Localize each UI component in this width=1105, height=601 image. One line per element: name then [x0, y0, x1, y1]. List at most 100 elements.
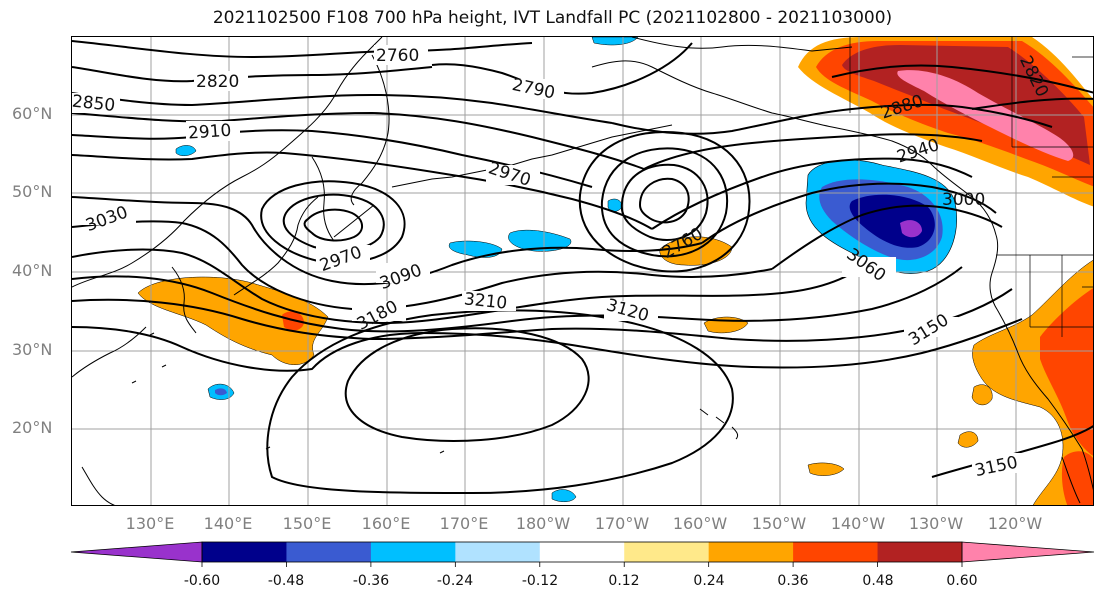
contour-2970-ring [260, 180, 406, 264]
contour-2880 [72, 111, 645, 170]
lon-label-160e: 160°E [361, 514, 411, 533]
colorbar-cell [286, 542, 372, 562]
colorbar-label-024: 0.24 [693, 573, 725, 589]
map-panel: 2760 2820 2790 2850 2910 2970 3030 2970 … [71, 36, 1094, 506]
coast-hawaii [699, 408, 739, 440]
coast-asia-east [72, 37, 383, 288]
shade-small-orange-west [971, 384, 993, 406]
lon-label-140e: 140°E [203, 514, 253, 533]
contour-low-ring-3 [600, 147, 729, 258]
contour-2910 [72, 129, 593, 188]
graticule [72, 37, 1093, 505]
coast-alaska [591, 60, 997, 236]
coast-alaska-north [631, 37, 853, 52]
lon-label-120w: 120°W [987, 514, 1043, 533]
contour-east-2880 [611, 103, 1053, 135]
contour-label-2940: 2940 [894, 135, 941, 167]
contour-label-2850: 2850 [72, 92, 116, 116]
colorbar-cell [624, 542, 710, 562]
contour-2850 [72, 92, 613, 124]
contour-3060 [72, 248, 873, 324]
coast-baja [1061, 456, 1081, 504]
shade-top-blue [591, 37, 639, 46]
lon-label-130w: 130°W [908, 514, 964, 533]
contour-2760 [72, 40, 533, 59]
contour-3150 [72, 318, 1023, 372]
shade-npac-blue-1 [448, 240, 503, 258]
border-canada-provinces [1011, 37, 1093, 178]
shade-small-blue-core [215, 388, 227, 396]
contour-label-3150-right: 3150 [905, 310, 952, 350]
coast-sakhalin [311, 156, 335, 242]
figure-title: 2021102500 F108 700 hPa height, IVT Land… [212, 8, 893, 28]
colorbar-cell [455, 542, 541, 562]
colorbar [70, 541, 1095, 567]
contour-label-group: 2760 2820 2790 2850 2910 2970 3030 2970 … [72, 45, 1052, 481]
shaded-fields [137, 37, 1093, 505]
coast-bc [989, 234, 1093, 491]
contour-2820-west [72, 66, 433, 83]
contour-alaska-2850 [971, 97, 1093, 110]
shade-small-orange-coast [957, 431, 979, 448]
contour-2940-ring [282, 193, 385, 252]
contour-label-2820: 2820 [196, 72, 239, 92]
contour-east-2910 [643, 133, 983, 170]
colorbar-label-036: 0.36 [777, 573, 809, 589]
colorbar-label-neg060: -0.60 [183, 573, 221, 589]
colorbar-ticks [201, 562, 963, 567]
colorbar-label-060: 0.60 [946, 573, 978, 589]
shade-small-orange-sw [807, 462, 845, 476]
colorbar-cell [370, 542, 456, 562]
contour-east-2940 [651, 157, 973, 230]
colorbar-right-arrow [961, 541, 1095, 563]
contour-low-2760 [638, 177, 690, 224]
contour-3120 [72, 288, 1013, 342]
colorbar-label-012: 0.12 [608, 573, 640, 589]
lon-label-150e: 150°E [282, 514, 332, 533]
colorbar-cells [202, 542, 963, 562]
shade-tiny-blue-nw [175, 145, 197, 156]
contour-3150-south [931, 425, 1093, 478]
lat-label-60n: 60°N [12, 104, 53, 123]
coast-korea [171, 266, 197, 334]
contour-3000 [72, 196, 703, 286]
lat-label-40n: 40°N [12, 261, 53, 280]
coast-japan [233, 196, 319, 296]
shade-small-blue-south [551, 489, 577, 502]
shade-uswc-red-south [1061, 451, 1093, 505]
coastlines [72, 37, 1093, 505]
contour-2910-ring [303, 208, 363, 242]
colorbar-left-arrow [70, 541, 203, 563]
shade-uswc-red [1040, 288, 1093, 456]
lon-label-170w: 170°W [594, 514, 650, 533]
colorbar-frame [201, 541, 963, 563]
contour-2940 [72, 151, 653, 230]
colorbar-label-neg024: -0.24 [436, 573, 474, 589]
contour-east-3030 [771, 204, 1003, 270]
lon-label-160w: 160°W [672, 514, 728, 533]
coast-kamchatka [350, 54, 390, 206]
colorbar-label-048: 0.48 [862, 573, 894, 589]
colorbar-label-neg048: -0.48 [267, 573, 305, 589]
border-us-states [1029, 255, 1093, 337]
shade-nepac-purple [900, 220, 922, 238]
map-svg: 2760 2820 2790 2850 2910 2970 3030 2970 … [72, 37, 1093, 505]
contour-east-2970 [701, 182, 997, 244]
lon-label-150w: 150°W [751, 514, 807, 533]
lon-label-180w: 180°W [515, 514, 571, 533]
colorbar-cell [202, 542, 287, 562]
lat-label-50n: 50°N [12, 182, 53, 201]
colorbar-cell [877, 542, 963, 562]
contour-3210 [344, 327, 590, 442]
contour-label-2760: 2760 [376, 46, 419, 66]
boundaries [849, 37, 1093, 337]
coast-philippines [81, 466, 115, 505]
shade-alaska-pink [897, 70, 1074, 161]
coast-islands-west [131, 332, 445, 454]
lon-label-130e: 130°E [125, 514, 175, 533]
coast-kurils [333, 204, 375, 238]
contour-label-2910: 2910 [187, 121, 232, 144]
coast-china-south [72, 326, 147, 378]
colorbar-cell [708, 542, 794, 562]
